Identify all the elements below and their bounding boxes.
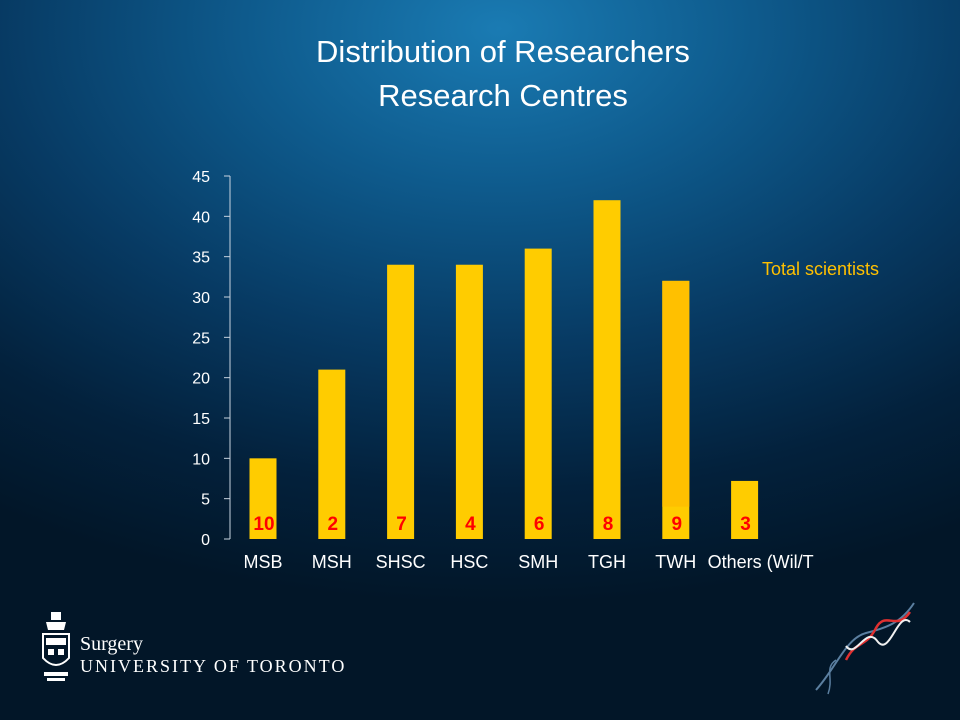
bar-annotation: 2 [328,514,339,535]
bar [524,248,552,539]
y-tick-label: 25 [192,330,210,347]
bar [318,369,346,539]
x-tick-label: TWH [655,552,696,572]
y-tick-label: 15 [192,411,210,428]
slide-title: Distribution of Researchers Research Cen… [0,30,960,118]
bar [731,480,759,539]
y-tick-label: 40 [192,209,210,226]
bar-top-segment [662,280,690,507]
bar-annotation: 3 [740,514,751,535]
dna-helix-icon [815,602,915,695]
bar [593,200,621,539]
title-line-1: Distribution of Researchers [316,34,690,69]
x-tick-label: TGH [588,552,626,572]
crest-icon [42,612,70,681]
bar [455,264,483,539]
y-tick-label: 0 [201,532,210,549]
bar-annotation: 7 [396,514,407,535]
title-line-2: Research Centres [378,78,628,113]
bar-annotation: 10 [253,514,274,535]
y-tick-label: 30 [192,290,210,307]
y-tick-label: 5 [201,492,210,509]
y-tick-label: 45 [192,169,210,186]
x-tick-label: MSH [312,552,352,572]
bar-annotation: 8 [603,514,614,535]
y-tick-label: 10 [192,451,210,468]
bar-annotation: 4 [465,514,476,535]
bar [249,458,277,539]
x-tick-label: SMH [518,552,558,572]
x-tick-label: SHSC [376,552,426,572]
y-tick-label: 35 [192,250,210,267]
x-tick-label: Others (Wil/T [708,552,814,572]
university-name: UNIVERSITY OF TORONTO [80,656,347,676]
legend-label: Total scientists [762,259,880,279]
y-tick-label: 20 [192,371,210,388]
x-tick-label: HSC [450,552,488,572]
department-name: Surgery [80,633,143,655]
x-tick-label: MSB [243,552,282,572]
bar [387,264,415,539]
bar-annotation: 9 [672,514,683,535]
bar-annotation: 6 [534,514,545,535]
